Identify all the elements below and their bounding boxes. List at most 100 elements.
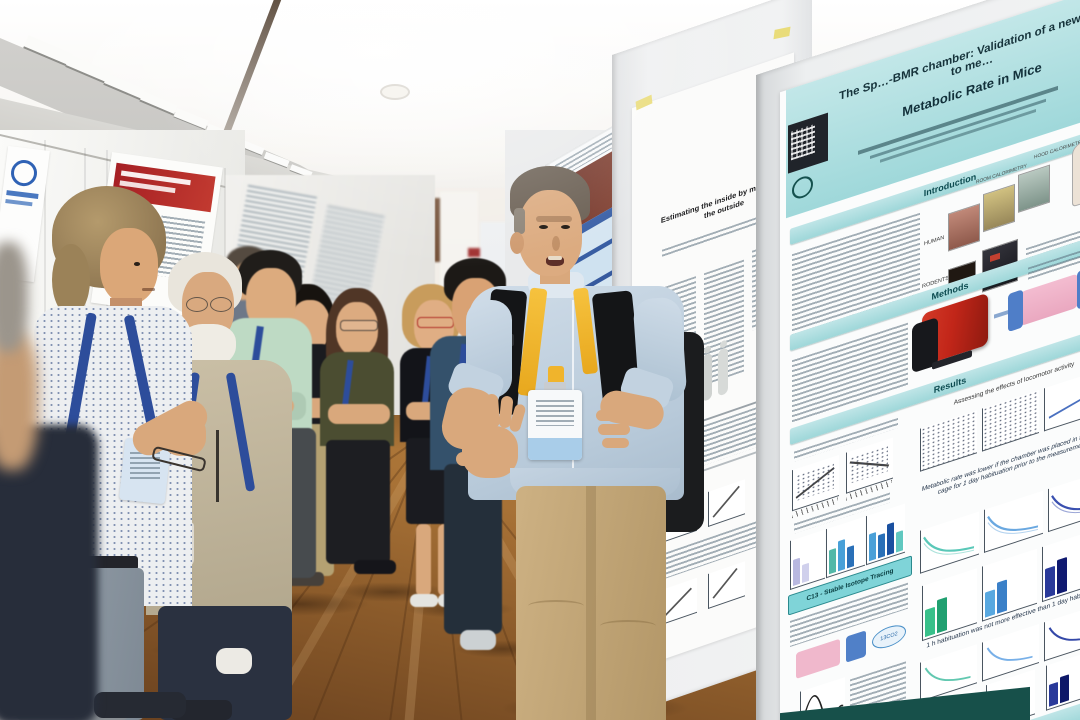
mini-bar-chart [826,516,865,579]
co2-oval: 13CO2 [872,621,906,653]
flats [354,560,396,574]
pants-wrinkle [528,600,584,612]
badge-lines [536,400,574,426]
vent-slot [139,91,178,116]
intro-photo [1018,164,1050,213]
open-mouth [546,256,564,266]
white-sneaker [410,594,438,607]
leg [416,524,431,596]
nose-shadow [552,236,560,251]
finger [484,393,501,429]
decay-curve-svg [1051,495,1080,514]
trend-line [1048,389,1080,419]
bar [1049,681,1058,707]
mini-scatter-plot [1044,369,1080,432]
bar [878,533,885,559]
hair-lock [52,244,90,316]
sideburn [514,208,525,234]
crossed-arms [328,404,390,424]
mini-bar-chart [790,529,825,590]
mini-bar-chart [1042,529,1080,603]
decay-curve-svg [986,647,1033,661]
intro-photo [983,183,1015,233]
vent-slot [23,35,73,67]
trend-line [712,567,738,599]
trend-line [712,485,740,518]
c13-diagram-pink [796,638,840,680]
bar [869,531,876,562]
vent-slot [103,73,145,101]
glasses-icon [186,297,208,312]
brow [536,216,572,222]
red-glasses-icon [417,317,454,328]
foreground-hand-blur [0,330,38,470]
mini-line-chart-navy [1044,603,1080,662]
decay-curve-svg [924,667,971,682]
eye [561,225,570,229]
thumb [456,452,482,466]
finger [598,424,630,435]
mini-line-chart-blue [982,624,1039,682]
bar [937,596,947,634]
bar [887,522,894,556]
bar [1060,673,1069,704]
top-olive [320,352,394,446]
standing-human-figure-icon [1072,136,1080,208]
bar [793,557,800,586]
dark-shoe [94,692,186,718]
mini-bar-chart [866,503,905,566]
mini-line-chart-blue [984,490,1043,553]
bar [1057,556,1067,595]
white-sneaker [460,630,496,650]
foreground-hair-blur [0,242,28,352]
teeth [548,256,562,260]
co2-label: 13CO2 [880,630,898,643]
mini-line-chart-teal [920,511,979,574]
org-logo-ring-icon [9,158,39,188]
mini-line-chart-teal [920,644,977,702]
finger [596,410,624,421]
ear [510,232,524,254]
foreground-shoulder [0,425,98,720]
black-pants [326,440,390,564]
badge-lines [130,452,160,482]
eye [539,225,548,229]
mini-scatter-plot [982,390,1039,452]
label-human: HUMAN [924,234,945,248]
mini-line-chart-navy [1048,469,1080,533]
c13-diagram-blue [846,630,866,663]
badge-footer-blue [528,438,582,460]
vent-slot [173,107,209,131]
hand [162,414,206,456]
bar [985,589,995,618]
finger [602,438,629,448]
bar [829,547,836,575]
pants-wrinkle [600,620,656,632]
ceiling-light [380,84,410,100]
poster-board-main: The Sp…-BMR chamber: Validation of a new… [756,0,1080,720]
data-points [796,462,834,502]
human-silhouette-icon [718,347,728,397]
bar [838,539,845,572]
intro-photo [948,203,980,252]
bar [802,562,809,584]
glasses-icon [340,320,378,331]
section-introduction-label: Introduction [923,171,977,199]
chamber-cap-blue [1008,289,1023,333]
mini-scatter-plot [920,410,977,472]
glasses-icon [210,297,232,312]
section-results-label: Results [933,374,967,396]
trend-line [664,587,692,616]
badge-clip [544,382,566,392]
face [100,228,158,304]
poster-title-bar [5,199,33,207]
bar [925,606,935,638]
data-points [850,445,888,484]
decay-curve-svg [987,515,1039,534]
poster-title-bar [6,190,39,199]
board-seam [44,140,46,375]
eye [134,262,140,266]
decay-curve-svg [923,536,975,555]
vent-slot [263,151,290,169]
